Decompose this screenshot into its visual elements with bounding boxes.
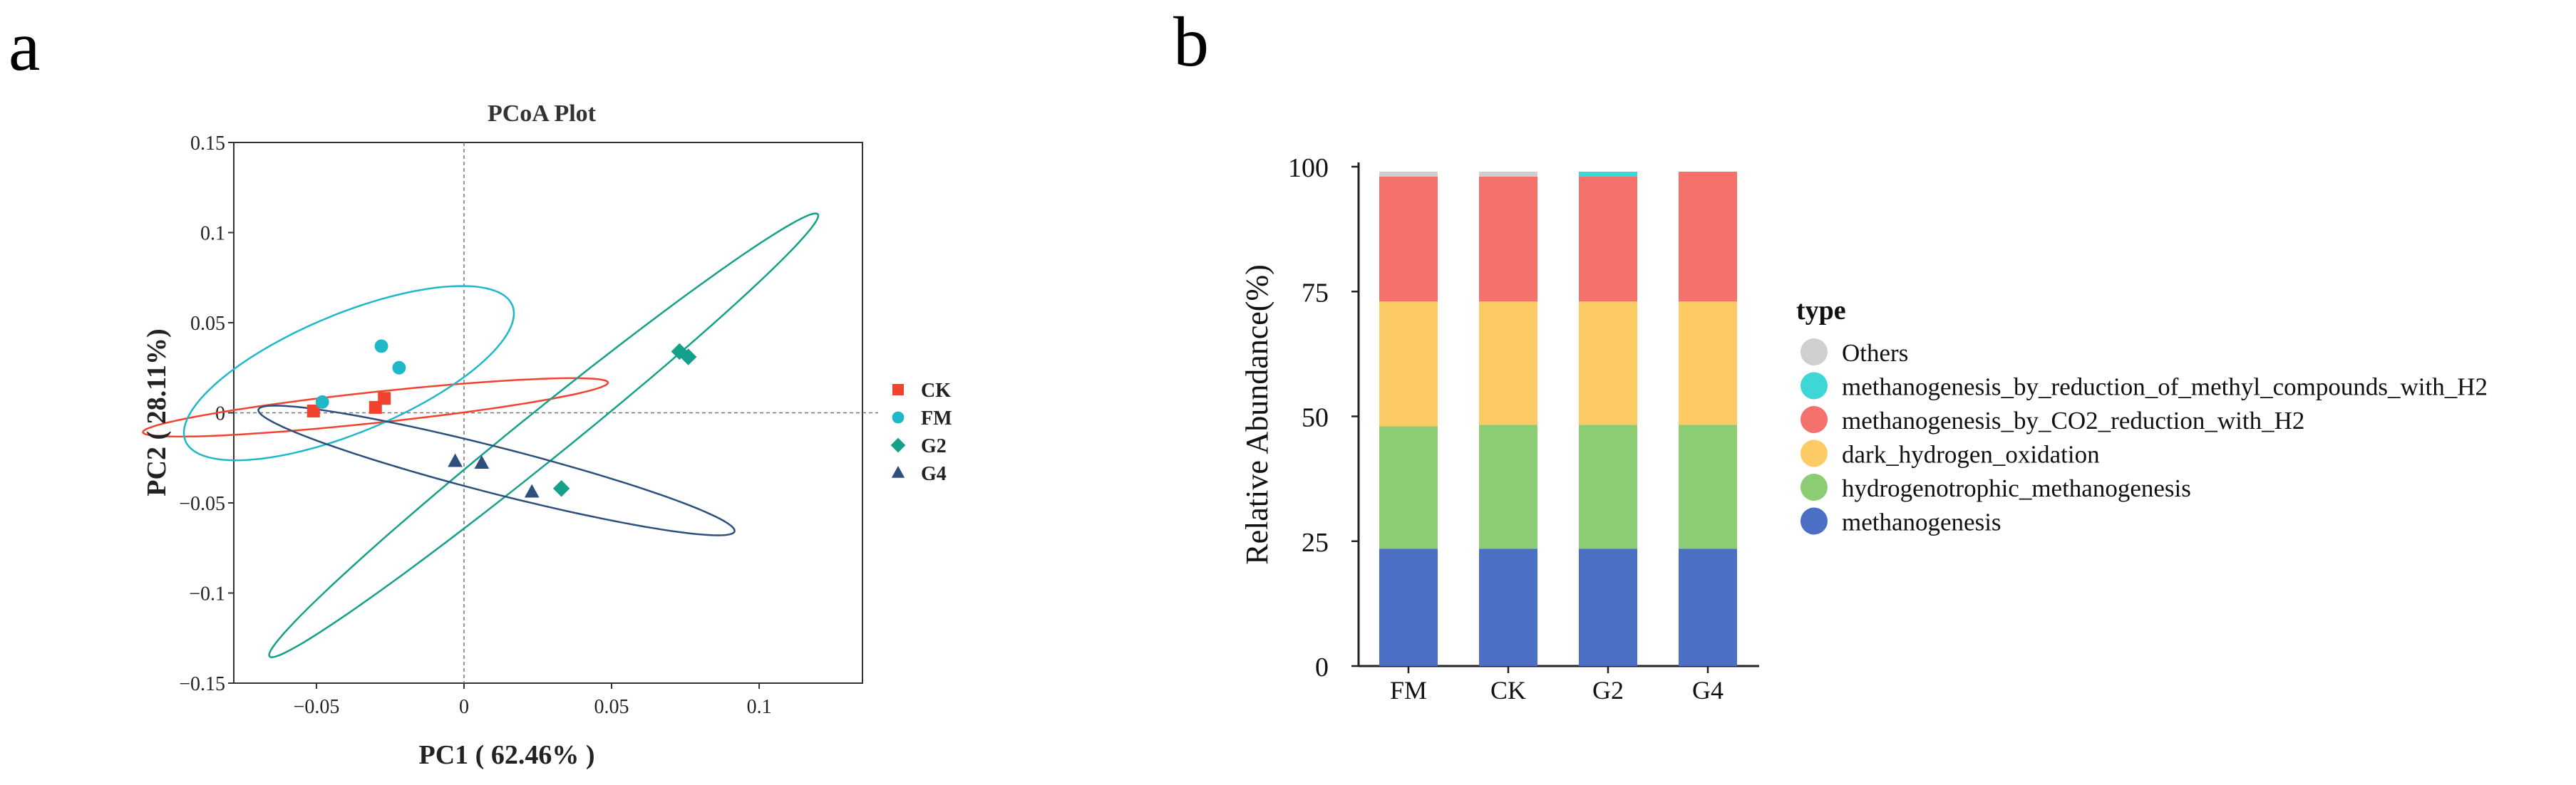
bar-segment-g4-meth: [1679, 549, 1737, 666]
point-g2: [671, 343, 688, 360]
ellipse-g4: [257, 405, 736, 536]
bar-legend-swatch-methyl: [1800, 372, 1828, 400]
bar-segment-g2-methyl: [1579, 172, 1637, 177]
bar-segment-g4-hydro: [1679, 425, 1737, 549]
bar-segment-fm-co2: [1379, 177, 1438, 302]
bar-legend-swatch-co2: [1800, 406, 1828, 433]
pcoa-y-tick-label: 0.1: [200, 223, 225, 245]
bar-y-axis-label: Relative Abundance(%): [1240, 264, 1274, 565]
bar-legend-label-methyl: methanogenesis_by_reduction_of_methyl_co…: [1842, 373, 2488, 401]
ellipse-ck: [142, 377, 609, 438]
point-g2: [679, 348, 697, 365]
pcoa-x-tick-label: −0.05: [294, 696, 340, 718]
pcoa-x-tick-label: 0.1: [747, 696, 772, 718]
pcoa-x-axis-label: PC1 ( 62.46% ): [419, 740, 595, 770]
bar-y-tick-label: 100: [1288, 153, 1329, 183]
bar-y-tick-label: 75: [1302, 278, 1329, 308]
ellipse-fm: [182, 285, 515, 462]
bar-x-tick-label: G2: [1592, 676, 1624, 705]
bar-legend-label-meth: methanogenesis: [1842, 509, 2001, 536]
legend-marker-ck: [892, 384, 904, 395]
pcoa-x-tick-label: 0.05: [594, 696, 629, 718]
pcoa-panel: PCoA Plot −0.15 −0.1 −0.05 0 0.05 0.1 0.15 −0.…: [142, 100, 952, 770]
bar-segment-g2-meth: [1579, 549, 1637, 666]
legend-label-g4: G4: [921, 463, 947, 485]
bar-segment-ck-Others: [1479, 172, 1537, 177]
bar-segment-g2-dark: [1579, 301, 1637, 425]
bar-segment-g2-co2: [1579, 177, 1637, 302]
bar-legend-swatch-hydro: [1800, 474, 1828, 501]
legend-label-g2: G2: [921, 435, 947, 457]
bar-segment-ck-meth: [1479, 549, 1537, 666]
panel-label-a: a: [9, 6, 40, 85]
bar-y-tick-label: 25: [1302, 528, 1329, 558]
point-g4: [474, 455, 490, 469]
bar-x-tick-label: FM: [1390, 676, 1427, 705]
point-ck: [306, 404, 320, 417]
bar-segment-ck-co2: [1479, 177, 1537, 302]
legend-marker-g4: [891, 466, 905, 478]
ellipse-g2: [268, 212, 820, 658]
pcoa-y-tick-label: 0.05: [190, 313, 225, 335]
bar-legend-label-Others: Others: [1842, 339, 1908, 367]
panel-label-b: b: [1173, 2, 1209, 81]
bar-segment-fm-dark: [1379, 301, 1438, 427]
bar-legend-label-co2: methanogenesis_by_CO2_reduction_with_H2: [1842, 407, 2304, 435]
pcoa-y-axis-label: PC2 ( 28.11%): [142, 328, 172, 496]
bar-legend-label-dark: dark_hydrogen_oxidation: [1842, 441, 2100, 469]
bar-segment-ck-dark: [1479, 301, 1537, 425]
bar-segment-g4-co2: [1679, 172, 1737, 302]
point-fm: [315, 395, 329, 409]
bar-x-tick-label: CK: [1490, 676, 1526, 705]
pcoa-y-tick-label: −0.05: [179, 493, 225, 515]
bar-legend-swatch-dark: [1800, 440, 1828, 467]
pcoa-y-tick-label: 0: [215, 403, 225, 425]
pcoa-title: PCoA Plot: [488, 100, 597, 127]
point-fm: [392, 360, 406, 375]
legend-marker-fm: [892, 411, 905, 424]
legend-label-ck: CK: [921, 380, 951, 402]
bar-x-tick-label: G4: [1692, 676, 1724, 705]
stacked-bar-panel: 0 25 50 75 100 FM CK G2 G4 Relative Abundance(%…: [1240, 153, 2488, 705]
bar-segment-g4-dark: [1679, 301, 1737, 425]
pcoa-y-tick-label: −0.15: [179, 673, 225, 695]
point-g4: [448, 453, 463, 467]
bar-segment-ck-hydro: [1479, 425, 1537, 549]
bar-legend-title: type: [1796, 296, 1846, 326]
bar-segment-fm-meth: [1379, 549, 1438, 666]
bar-legend-swatch-meth: [1800, 507, 1828, 535]
legend-marker-g2: [890, 437, 906, 453]
bar-y-tick-label: 50: [1302, 403, 1329, 433]
point-ck: [378, 392, 391, 405]
point-g2: [552, 480, 570, 497]
bar-segment-fm-hydro: [1379, 426, 1438, 549]
bar-segment-fm-Others: [1379, 172, 1438, 177]
point-fm: [374, 339, 388, 353]
bar-y-tick-label: 0: [1315, 653, 1329, 682]
pcoa-y-tick-label: −0.1: [189, 583, 225, 605]
pcoa-y-tick-label: 0.15: [190, 132, 225, 155]
legend-label-fm: FM: [921, 407, 952, 430]
bar-legend-label-hydro: hydrogenotrophic_methanogenesis: [1842, 474, 2191, 502]
pcoa-x-tick-label: 0: [459, 696, 469, 718]
point-g4: [524, 484, 540, 498]
bar-segment-g2-hydro: [1579, 425, 1637, 549]
bar-legend-swatch-Others: [1800, 338, 1828, 365]
